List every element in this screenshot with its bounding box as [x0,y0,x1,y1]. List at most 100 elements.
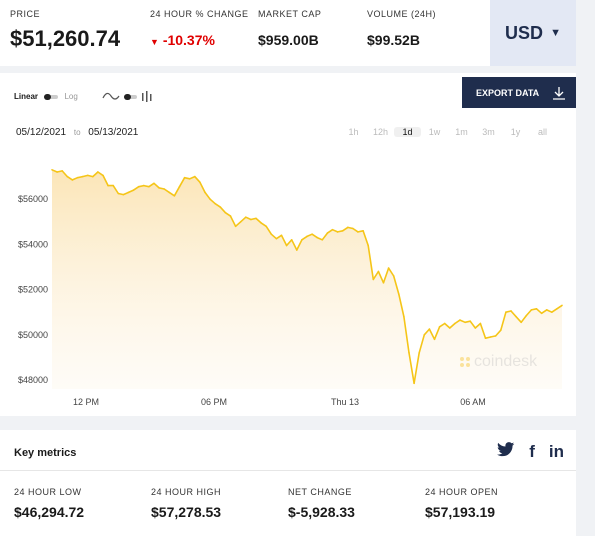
scale-toggle[interactable]: Linear Log [14,92,78,101]
range-tab-1h[interactable]: 1h [348,127,359,137]
price-line-segment [117,192,125,196]
coindesk-watermark: coindesk [460,353,538,370]
price-value: $51,260.74 [10,26,121,51]
price-line-segment [92,171,99,178]
price-line-segment [229,215,237,228]
x-tick-label: 06 PM [201,397,227,407]
price-line-segment [224,211,232,217]
metric-value: $57,278.53 [151,504,222,520]
price-line-segment [418,334,426,354]
metric-net-change: NET CHANGE $-5,928.33 [288,487,355,520]
price-line-segment [178,176,186,188]
range-tab-1w[interactable]: 1w [428,127,441,137]
log-label: Log [64,92,78,101]
price-line-segment [525,309,533,317]
price-line-segment [148,182,155,188]
price-line-segment [260,222,268,228]
price-line-segment [66,175,74,181]
price-line-segment [474,322,482,329]
price-line-segment [188,175,196,180]
price-line-segment [321,232,329,241]
price-line-segment [469,320,477,329]
scale-switch[interactable] [44,93,59,100]
currency-dropdown[interactable]: USD ▼ [490,0,576,66]
linear-label: Linear [14,92,39,101]
price-line-segment [372,270,380,281]
price-line-segment [510,310,517,318]
price-line-segment [306,233,313,238]
price-line-segment [464,320,472,324]
line-chart-icon[interactable] [102,92,120,100]
price-line-segment [550,308,558,313]
range-tab-1y[interactable]: 1y [510,127,521,137]
date-from[interactable]: 05/12/2021 [16,127,67,138]
x-tick-label: Thu 13 [331,397,359,407]
price-line-segment [535,308,543,315]
volume-stat: VOLUME (24H) $99.52B [367,9,436,48]
metric-value: $46,294.72 [14,504,85,520]
chevron-down-icon: ▼ [550,27,561,39]
date-to[interactable]: 05/13/2021 [88,127,139,138]
time-range-tabs: 1h 12h 1d 1w 1m 3m 1y all [340,127,556,137]
toggle-switch-icon[interactable] [124,94,137,100]
candlestick-chart-icon[interactable] [142,91,152,102]
price-line-segment [270,233,278,240]
price-line-segment [408,352,415,385]
price-line-segment [168,191,176,197]
linkedin-icon[interactable]: in [548,442,564,461]
price-label: PRICE [10,9,41,19]
metric-label: 24 HOUR OPEN [425,487,499,497]
price-line-segment [494,329,502,337]
price-line-segment [214,202,222,208]
price-line-segment [346,226,354,230]
change-label: 24 HOUR % CHANGE [150,9,249,19]
price-line-segment [433,326,441,341]
metric-value: $57,193.19 [425,504,496,520]
price-line-segment [97,171,104,177]
price-chart: $56000 $54000 $52000 $50000 $48000 12 PM 06 P… [18,169,563,407]
price-line-segment [454,319,461,325]
price-line-segment [357,230,364,233]
y-tick-label: $54000 [18,239,48,249]
price-line-segment [505,310,512,313]
price-line-segment [143,184,150,188]
price-line-segment [255,217,262,224]
price-line-segment [122,191,130,196]
metric-24h-low: 24 HOUR LOW $46,294.72 [14,487,84,520]
range-tab-12h[interactable]: 12h [372,127,389,137]
divider [0,470,576,471]
price-line-segment [397,293,405,318]
volume-label: VOLUME (24H) [367,9,437,19]
price-line-segment [76,175,84,179]
price-area-fill [52,169,562,389]
price-line-segment [199,181,206,194]
price-line-segment [265,225,273,235]
twitter-icon[interactable] [497,442,515,462]
facebook-icon[interactable]: f [529,442,535,461]
price-line-segment [81,174,89,178]
price-line-segment [290,239,298,251]
price-line-segment [245,216,252,221]
price-line-segment [367,244,375,281]
chart-type-selector [102,91,152,102]
range-tab-all[interactable]: all [537,127,547,137]
y-tick-label: $50000 [18,330,48,340]
price-line-segment [448,322,456,329]
price-line-segment [204,191,211,201]
market-cap-stat: MARKET CAP $959.00B [258,9,321,48]
date-range: 05/12/2021 to 05/13/2021 [16,127,138,138]
price-line-segment [61,170,69,178]
price-line-segment [428,328,436,341]
price-line-segment [403,315,410,354]
svg-text:coindesk: coindesk [474,353,538,370]
metric-label: 24 HOUR LOW [14,487,82,497]
market-cap-label: MARKET CAP [258,9,322,19]
export-data-button[interactable]: EXPORT DATA [462,77,576,108]
currency-label: USD [505,22,544,43]
range-tab-1m[interactable]: 1m [455,127,468,137]
metric-24h-high: 24 HOUR HIGH $57,278.53 [151,487,221,520]
range-tab-3m[interactable]: 3m [482,127,495,137]
price-line-segment [484,336,492,339]
range-tab-1d[interactable]: 1d [394,127,421,137]
metric-label: 24 HOUR HIGH [151,487,222,497]
